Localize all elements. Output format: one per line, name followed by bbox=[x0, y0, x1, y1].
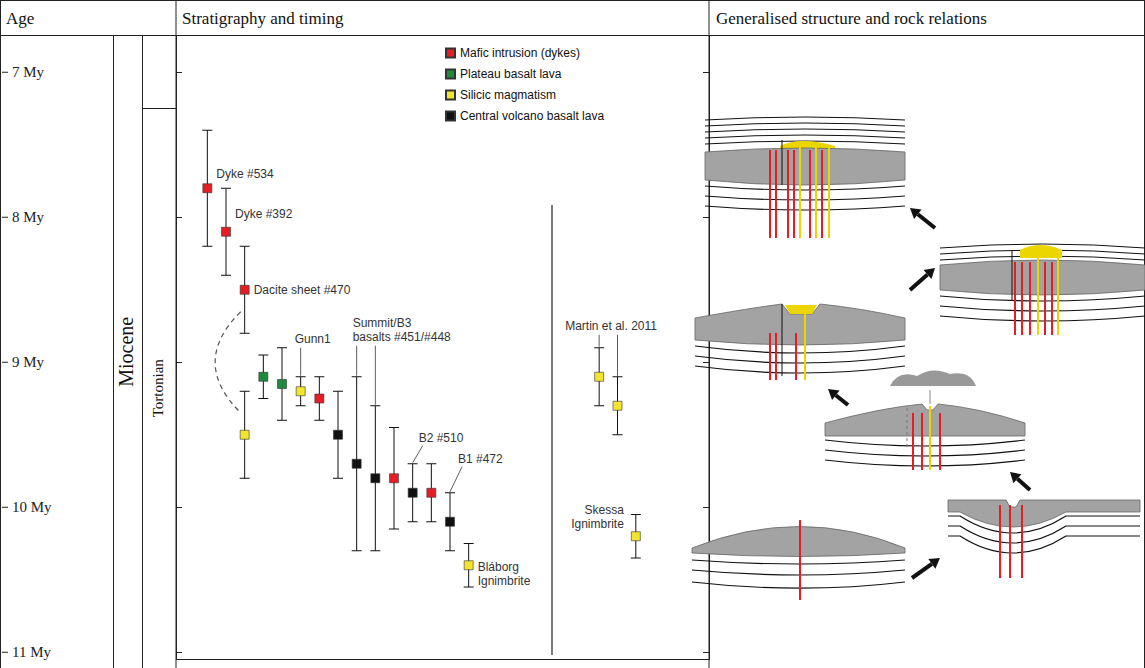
svg-text:9 My: 9 My bbox=[12, 354, 45, 370]
svg-text:Dacite sheet #470: Dacite sheet #470 bbox=[254, 283, 351, 297]
svg-text:7 My: 7 My bbox=[12, 64, 45, 80]
svg-text:Martin et al. 2011: Martin et al. 2011 bbox=[565, 319, 657, 333]
svg-text:Stratigraphy and timing: Stratigraphy and timing bbox=[182, 9, 344, 28]
svg-text:Age: Age bbox=[6, 9, 34, 28]
svg-text:Plateau basalt lava: Plateau basalt lava bbox=[460, 67, 562, 81]
svg-text:Silicic magmatism: Silicic magmatism bbox=[460, 88, 556, 102]
svg-text:Mafic intrusion (dykes): Mafic intrusion (dykes) bbox=[460, 46, 580, 60]
svg-text:Summit/B3basalts #451/#448: Summit/B3basalts #451/#448 bbox=[353, 316, 451, 344]
svg-text:B2 #510: B2 #510 bbox=[419, 431, 464, 445]
svg-text:8 My: 8 My bbox=[12, 209, 45, 225]
svg-text:B1 #472: B1 #472 bbox=[458, 452, 503, 466]
svg-text:Gunn1: Gunn1 bbox=[295, 332, 331, 346]
svg-text:SkessaIgnimbrite: SkessaIgnimbrite bbox=[571, 503, 624, 531]
svg-text:BláborgIgnimbrite: BláborgIgnimbrite bbox=[478, 560, 531, 588]
svg-text:10 My: 10 My bbox=[12, 499, 52, 515]
svg-text:11 My: 11 My bbox=[12, 644, 52, 660]
svg-text:Tortonian: Tortonian bbox=[150, 359, 166, 418]
svg-text:Dyke #392: Dyke #392 bbox=[235, 207, 293, 221]
svg-text:Dyke #534: Dyke #534 bbox=[216, 167, 274, 181]
svg-text:Generalised structure and rock: Generalised structure and rock relations bbox=[716, 9, 987, 28]
svg-text:Miocene: Miocene bbox=[115, 317, 137, 387]
svg-text:Central volcano basalt lava: Central volcano basalt lava bbox=[460, 109, 604, 123]
